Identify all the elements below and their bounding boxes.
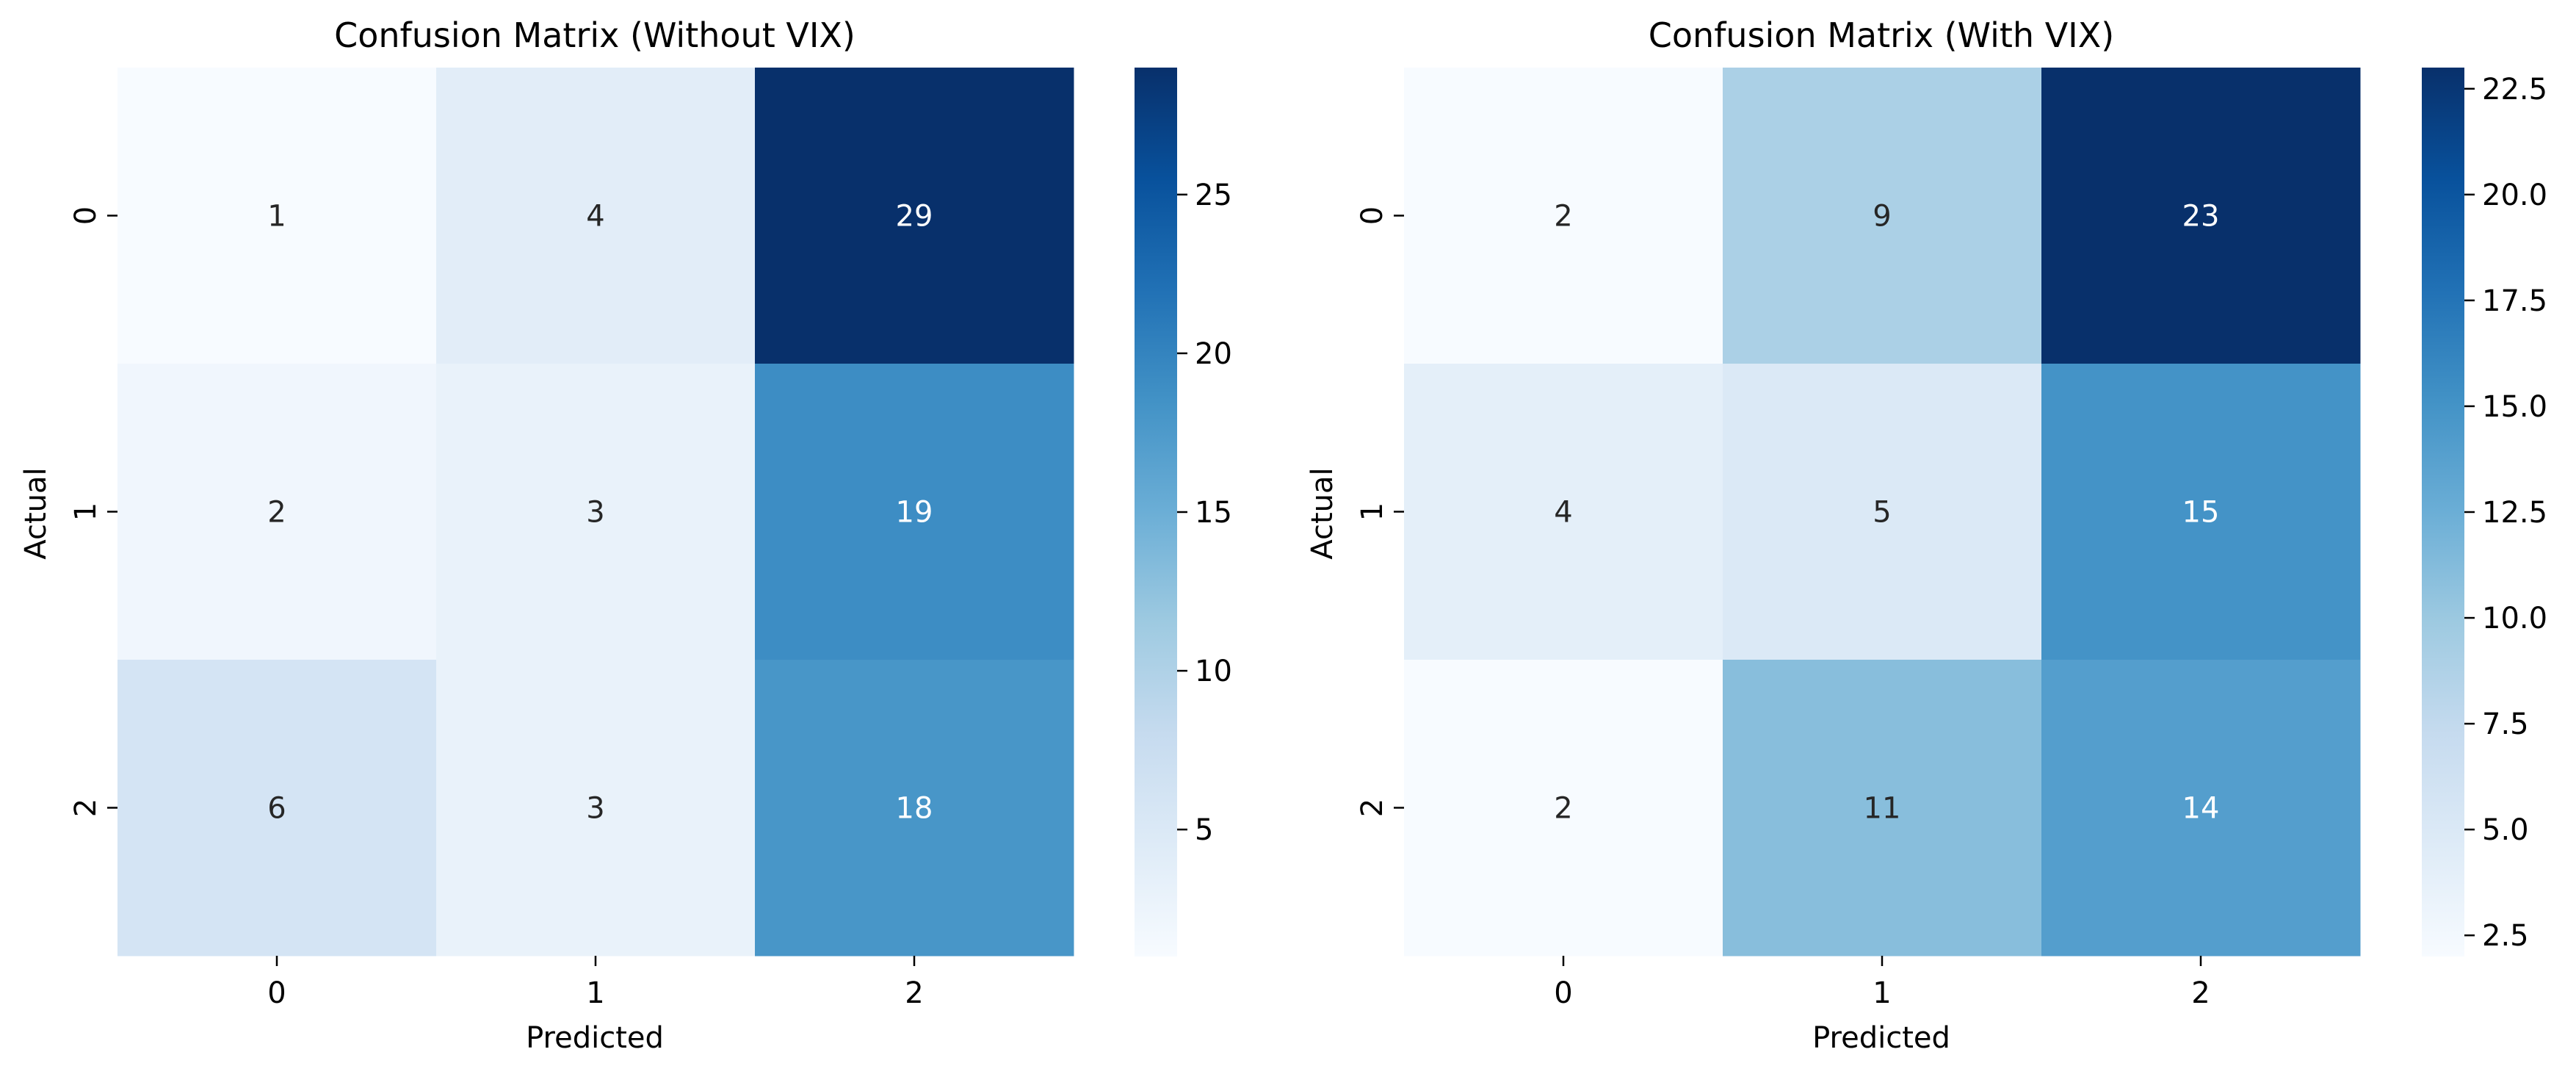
cell-value-label: 9	[1873, 200, 1891, 234]
y-tick-label: 2	[1356, 799, 1389, 817]
heatmap-cell	[2041, 68, 2361, 364]
heatmap-cell	[117, 68, 437, 364]
x-axis-label: Predicted	[526, 1021, 664, 1055]
heatmap-panel-without-vix: Confusion Matrix (Without VIX) 1 4 29 2 3 19 6…	[19, 15, 1232, 1055]
cell-value-label: 18	[896, 792, 933, 826]
cell-value-label: 19	[896, 496, 933, 530]
heatmap-cell	[436, 660, 756, 957]
colorbar-gradient	[1135, 68, 1177, 957]
cell-value-label: 2	[267, 496, 286, 530]
heatmap-cell	[117, 364, 437, 660]
heatmap-cell	[2041, 364, 2361, 660]
x-tick-label: 2	[905, 976, 923, 1010]
cell-value-label: 5	[1873, 496, 1891, 530]
y-axis-ticks: 0 1 2	[69, 206, 117, 817]
y-axis-label: Actual	[1306, 467, 1339, 559]
colorbar-tick-label: 22.5	[2482, 73, 2547, 107]
cell-value-label: 2	[1554, 200, 1572, 234]
x-axis-label: Predicted	[1812, 1021, 1950, 1055]
y-tick-label: 1	[1356, 503, 1389, 521]
cell-value-label: 3	[586, 792, 604, 826]
heatmap-cell	[1404, 364, 1723, 660]
cell-value-label: 2	[1554, 792, 1572, 826]
colorbar-tick-label: 10	[1195, 655, 1232, 688]
colorbar-tick-label: 2.5	[2482, 919, 2529, 953]
colorbar-tick-label: 12.5	[2482, 496, 2547, 530]
heatmap-cell	[1404, 660, 1723, 957]
cell-value-label: 14	[2182, 792, 2220, 826]
cell-value-label: 15	[2182, 496, 2220, 530]
heatmap-cell	[1723, 68, 2042, 364]
cell-value-label: 1	[267, 200, 286, 234]
heatmap-cell	[755, 364, 1074, 660]
colorbar: 2.5 5.0 7.5 10.0 12.5 15.0 17.5 20.0 22.5	[2422, 68, 2547, 957]
cell-value-label: 3	[586, 496, 604, 530]
cell-value-label: 4	[586, 200, 604, 234]
x-tick-label: 1	[1873, 976, 1891, 1010]
colorbar-ticks: 2.5 5.0 7.5 10.0 12.5 15.0 17.5 20.0 22.5	[2464, 73, 2547, 953]
colorbar-tick-label: 15	[1195, 496, 1232, 530]
heatmap-cell	[1723, 364, 2042, 660]
y-axis-ticks: 0 1 2	[1356, 206, 1404, 817]
cell-value-label: 23	[2182, 200, 2220, 234]
heatmap-cell	[436, 364, 756, 660]
x-tick-label: 2	[2191, 976, 2210, 1010]
heatmap-cells: 2 9 23 4 5 15 2 11 14	[1404, 68, 2361, 957]
colorbar-ticks: 5 10 15 20 25	[1177, 179, 1232, 847]
x-axis-ticks: 0 1 2	[1554, 956, 2210, 1010]
y-axis-label: Actual	[19, 467, 53, 559]
colorbar-tick-label: 20.0	[2482, 179, 2547, 212]
heatmap-cells: 1 4 29 2 3 19 6 3 18	[117, 68, 1074, 957]
colorbar-tick-label: 5	[1195, 813, 1213, 847]
colorbar-tick-label: 17.5	[2482, 284, 2547, 318]
colorbar-tick-label: 25	[1195, 179, 1232, 212]
heatmap-cell	[1404, 68, 1723, 364]
cell-value-label: 4	[1554, 496, 1572, 530]
heatmap-cell	[755, 68, 1074, 364]
heatmap-cell	[117, 660, 437, 957]
chart-title: Confusion Matrix (Without VIX)	[334, 15, 855, 55]
y-tick-label: 0	[69, 206, 103, 225]
y-tick-label: 0	[1356, 206, 1389, 225]
heatmap-cell	[1723, 660, 2042, 957]
y-tick-label: 1	[69, 503, 103, 521]
y-tick-label: 2	[69, 799, 103, 817]
heatmap-panel-with-vix: Confusion Matrix (With VIX) 2 9 234 5 152 11 1…	[1306, 15, 2547, 1055]
cell-value-label: 29	[896, 200, 933, 234]
colorbar: 5 10 15 20 25	[1135, 68, 1232, 957]
heatmap-cell	[436, 68, 756, 364]
colorbar-tick-label: 5.0	[2482, 813, 2529, 847]
colorbar-gradient	[2422, 68, 2464, 957]
chart-title: Confusion Matrix (With VIX)	[1649, 15, 2114, 55]
colorbar-tick-label: 7.5	[2482, 707, 2529, 741]
heatmap-cell	[2041, 660, 2361, 957]
cell-value-label: 11	[1864, 792, 1901, 826]
x-tick-label: 0	[267, 976, 286, 1010]
colorbar-tick-label: 15.0	[2482, 390, 2547, 424]
heatmap-cell	[755, 660, 1074, 957]
colorbar-tick-label: 10.0	[2482, 602, 2547, 635]
x-tick-label: 1	[586, 976, 604, 1010]
x-axis-ticks: 0 1 2	[267, 956, 924, 1010]
colorbar-tick-label: 20	[1195, 337, 1232, 371]
cell-value-label: 6	[267, 792, 286, 826]
x-tick-label: 0	[1554, 976, 1572, 1010]
